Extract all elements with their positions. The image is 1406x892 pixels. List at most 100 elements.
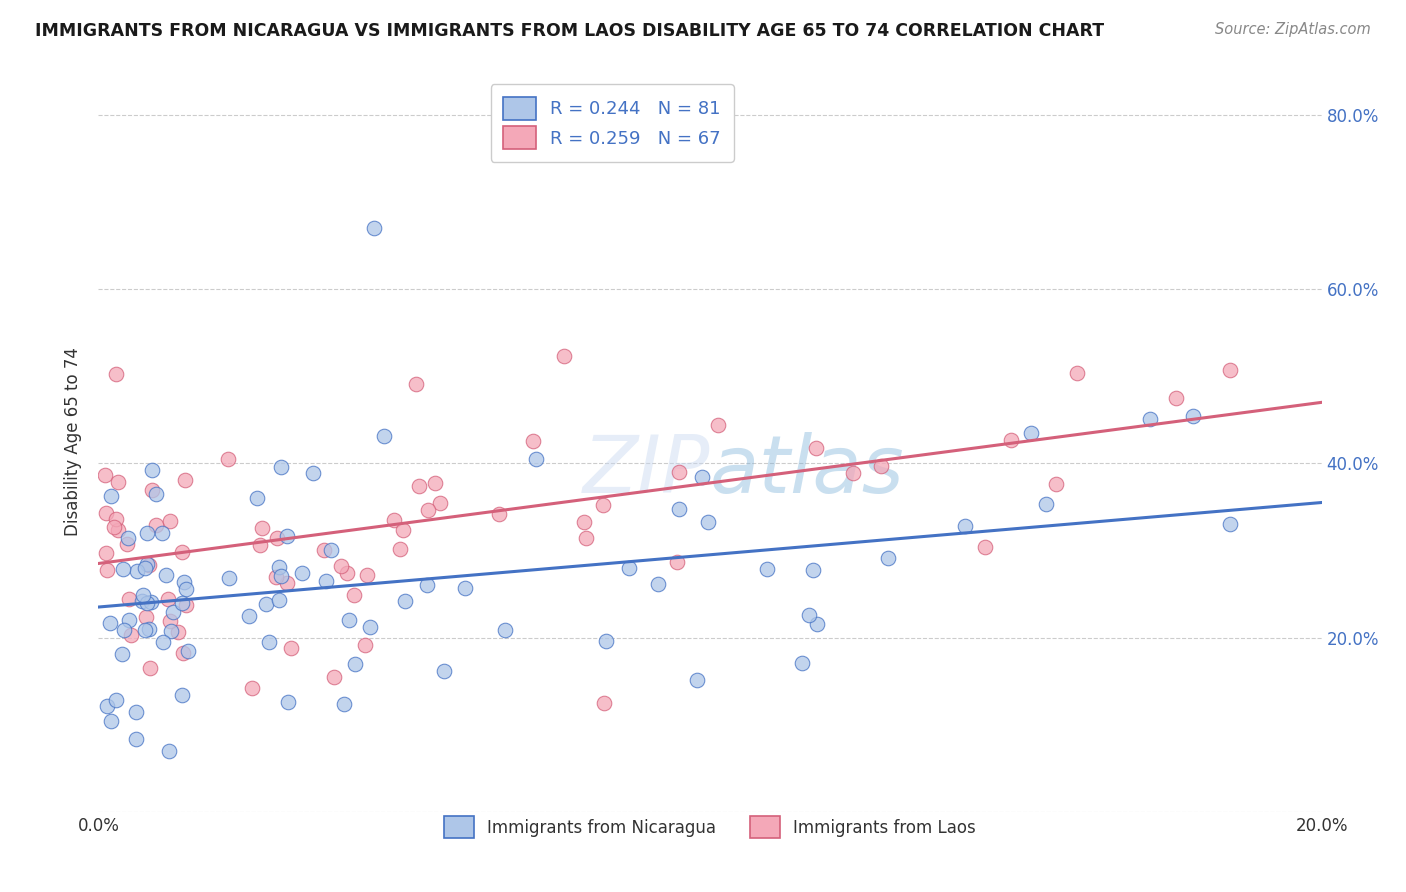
Point [259, 634, 281, 648]
Point [685, 673, 707, 688]
Point [394, 594, 416, 608]
Point [1045, 477, 1067, 491]
Point [141, 463, 163, 477]
Point [132, 588, 155, 602]
Point [246, 491, 269, 505]
Point [103, 520, 125, 534]
Point [877, 551, 900, 566]
Point [333, 697, 356, 711]
Point [433, 665, 456, 679]
Point [125, 731, 148, 746]
Point [134, 624, 156, 638]
Point [595, 633, 617, 648]
Point [1139, 412, 1161, 426]
Point [98, 616, 121, 631]
Point [572, 515, 595, 529]
Point [166, 625, 188, 640]
Point [277, 695, 299, 709]
Point [280, 640, 302, 655]
Point [1035, 497, 1057, 511]
Point [249, 538, 271, 552]
Point [105, 512, 128, 526]
Point [138, 558, 160, 572]
Point [953, 519, 976, 533]
Point [118, 613, 141, 627]
Point [145, 487, 167, 501]
Point [139, 595, 162, 609]
Point [363, 221, 385, 235]
Point [690, 470, 713, 484]
Point [111, 647, 134, 661]
Point [388, 541, 411, 556]
Point [553, 349, 575, 363]
Point [240, 681, 263, 695]
Point [870, 458, 893, 473]
Point [668, 502, 690, 516]
Point [135, 610, 157, 624]
Point [94, 506, 117, 520]
Point [172, 596, 194, 610]
Point [1219, 517, 1241, 532]
Point [127, 564, 149, 578]
Point [1166, 391, 1188, 405]
Point [152, 635, 174, 649]
Point [429, 496, 451, 510]
Point [218, 571, 240, 585]
Point [707, 418, 730, 433]
Point [488, 507, 510, 521]
Point [176, 598, 198, 612]
Point [267, 593, 290, 607]
Point [115, 537, 138, 551]
Point [139, 661, 162, 675]
Point [254, 598, 277, 612]
Point [112, 623, 135, 637]
Point [665, 555, 688, 569]
Point [174, 582, 197, 597]
Point [170, 545, 193, 559]
Point [276, 576, 298, 591]
Point [408, 479, 430, 493]
Point [494, 624, 516, 638]
Point [107, 475, 129, 489]
Point [270, 459, 292, 474]
Point [117, 531, 139, 545]
Point [96, 699, 118, 714]
Point [359, 620, 381, 634]
Point [405, 376, 427, 391]
Point [329, 559, 352, 574]
Point [159, 514, 181, 528]
Point [373, 429, 395, 443]
Point [356, 567, 378, 582]
Point [337, 613, 360, 627]
Point [416, 578, 439, 592]
Point [974, 540, 997, 554]
Point [1181, 409, 1204, 423]
Legend: Immigrants from Nicaragua, Immigrants from Laos: Immigrants from Nicaragua, Immigrants fr… [434, 806, 986, 847]
Text: Source: ZipAtlas.com: Source: ZipAtlas.com [1215, 22, 1371, 37]
Point [522, 434, 544, 448]
Point [125, 705, 148, 719]
Point [1219, 363, 1241, 377]
Point [157, 743, 180, 757]
Point [177, 644, 200, 658]
Point [172, 646, 194, 660]
Text: IMMIGRANTS FROM NICARAGUA VS IMMIGRANTS FROM LAOS DISABILITY AGE 65 TO 74 CORREL: IMMIGRANTS FROM NICARAGUA VS IMMIGRANTS … [35, 22, 1104, 40]
Point [266, 531, 288, 545]
Point [160, 624, 183, 639]
Point [801, 563, 824, 577]
Point [267, 559, 290, 574]
Point [96, 546, 118, 560]
Point [617, 561, 640, 575]
Point [806, 616, 828, 631]
Point [104, 693, 127, 707]
Point [291, 566, 314, 581]
Point [173, 574, 195, 589]
Point [343, 588, 366, 602]
Point [111, 562, 134, 576]
Point [162, 605, 184, 619]
Point [806, 441, 828, 455]
Text: ZIP: ZIP [582, 432, 710, 510]
Point [136, 557, 159, 571]
Point [150, 526, 173, 541]
Point [174, 474, 197, 488]
